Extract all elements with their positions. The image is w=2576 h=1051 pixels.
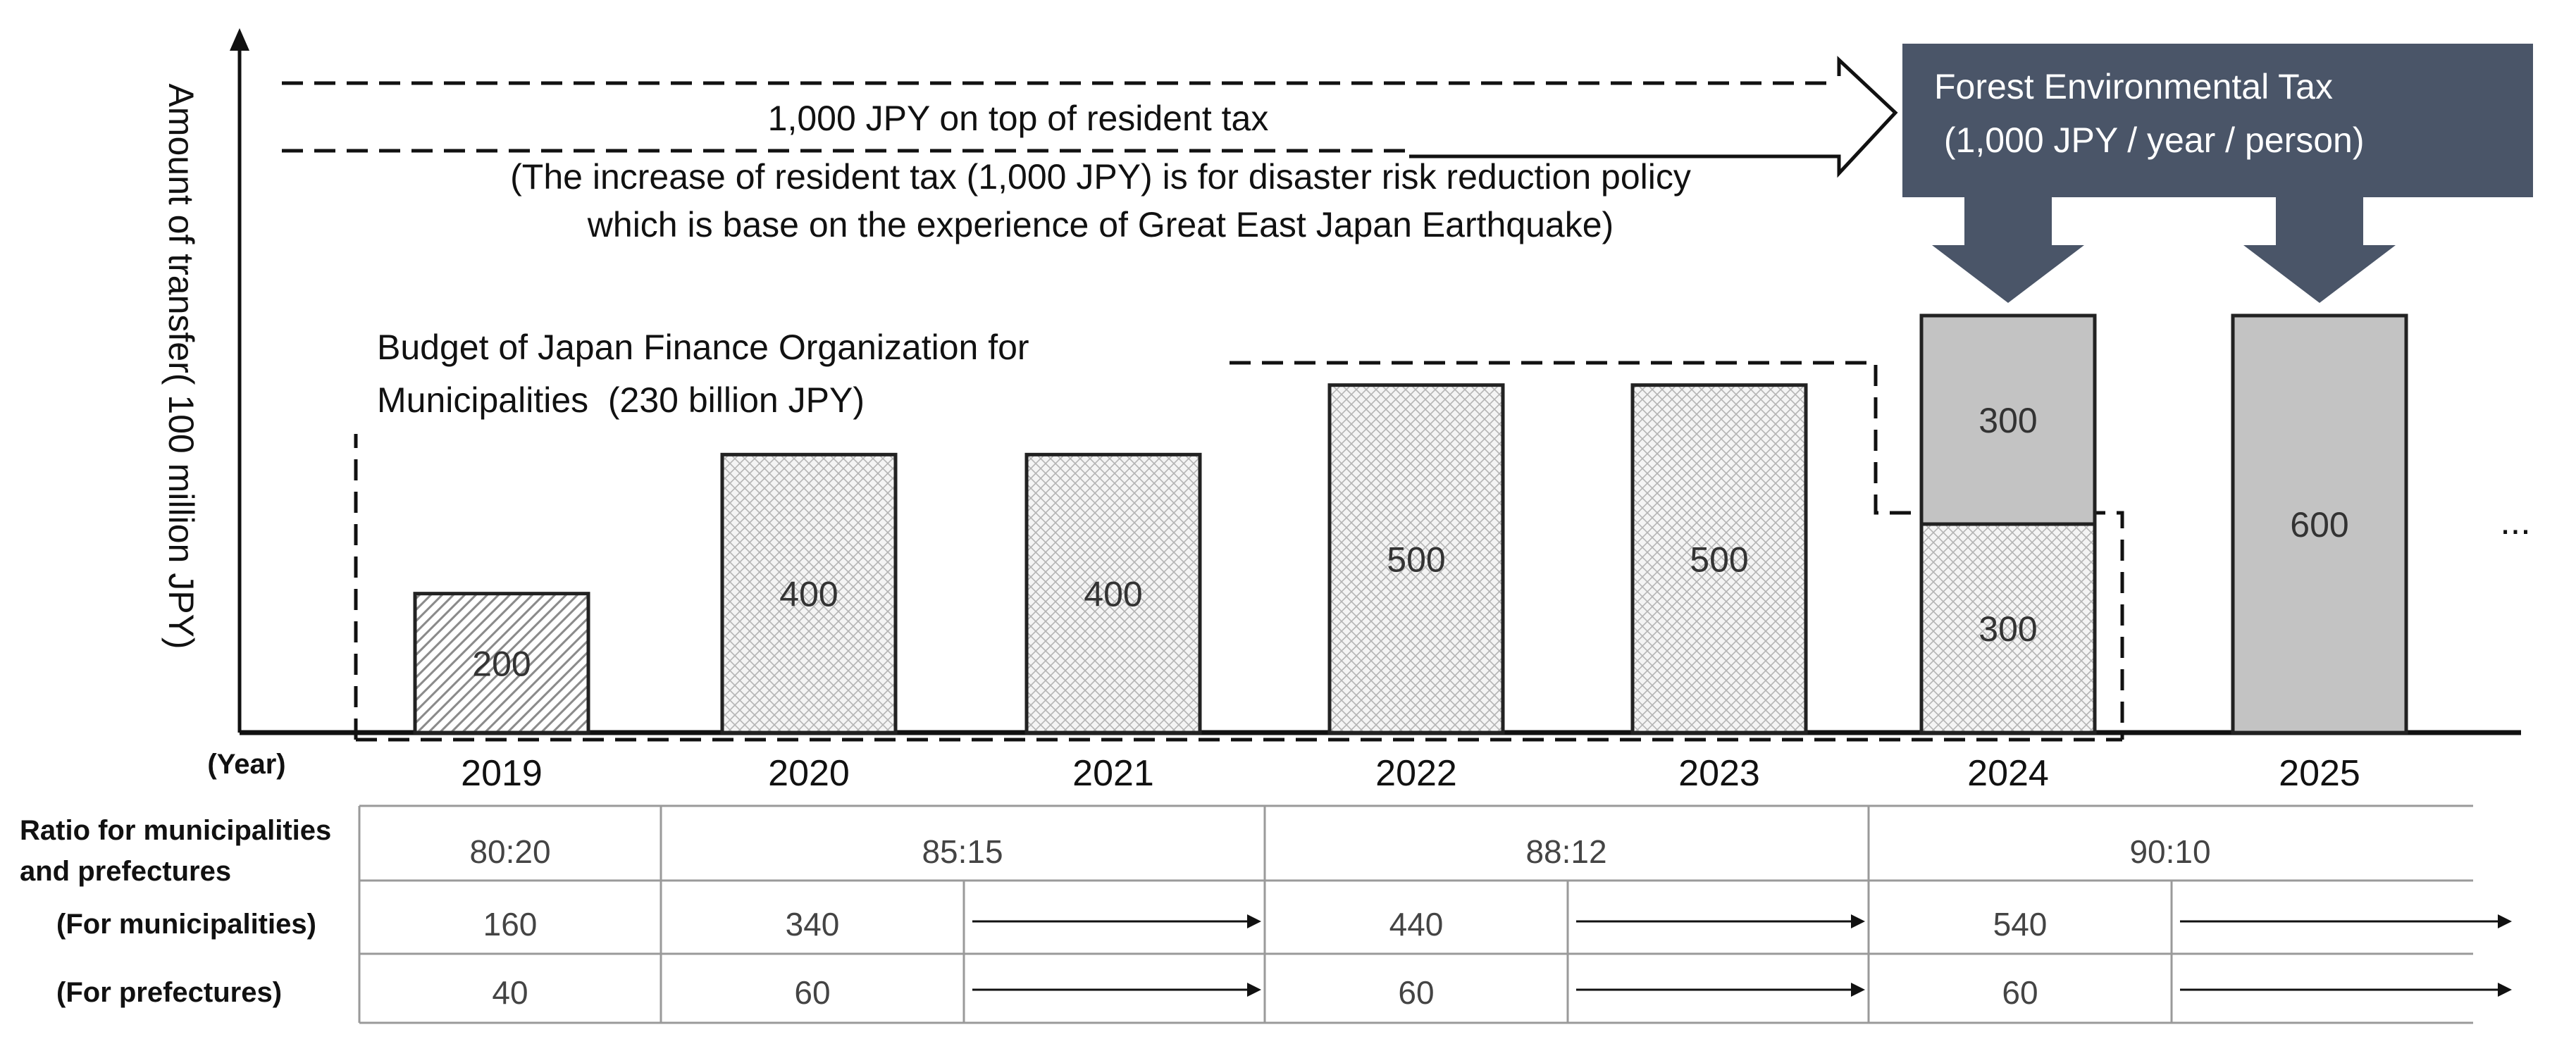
y-axis-label: Amount of transfer( 100 million JPY) [161,83,201,649]
municipality-cell: 440 [1389,906,1444,943]
forest-tax-line1: Forest Environmental Tax [1934,67,2333,106]
bar-value-label: 500 [1387,540,1445,579]
bar-2022-budget [1327,383,1505,735]
bar-value-label: 300 [1979,609,2037,649]
bar-value-label: 600 [2290,505,2348,545]
row-label-ratio-2: and prefectures [20,856,231,887]
ratio-cell: 88:12 [1525,833,1606,870]
prefecture-cell: 60 [1398,974,1434,1011]
bar-2020-budget [720,452,898,735]
municipality-cell: 540 [1993,906,2048,943]
down-arrow-2025 [2243,197,2396,303]
budget-label-line2: Municipalities (230 billion JPY) [377,380,865,420]
row-label-prefectures: (For prefectures) [56,977,282,1008]
budget-dashed-outline [354,361,2124,740]
bar-2023-budget [1630,383,1808,735]
bar-2019-budget [413,592,590,735]
x-tick-label: 2025 [2279,753,2360,794]
prefecture-cell: 40 [492,974,528,1011]
bar-2025-forest-tax [2231,313,2408,735]
municipality-cell: 340 [786,906,840,943]
continuation-ellipsis: ... [2500,502,2530,542]
prefecture-cell: 60 [2002,974,2038,1011]
resident-tax-hollow-arrow [1409,56,1898,178]
x-axis-label: (Year) [207,749,285,780]
ratio-table: Ratio for municipalities and prefectures… [20,804,2512,1024]
x-tick-label: 2022 [1375,753,1457,794]
forest-tax-line2: (1,000 JPY / year / person) [1934,120,2365,160]
bar-value-label: 500 [1690,540,1748,579]
continuation-arrowheads [1247,914,2512,997]
ratio-cell: 80:20 [469,833,550,870]
municipality-cell: 160 [483,906,538,943]
row-label-ratio-1: Ratio for municipalities [20,815,331,846]
x-tick-label: 2021 [1072,753,1154,794]
arrow-text-line2: (The increase of resident tax (1,000 JPY… [510,157,1691,197]
arrow-text-line1: 1,000 JPY on top of resident tax [768,99,1269,138]
x-tick-label: 2023 [1678,753,1760,794]
prefecture-cell: 60 [794,974,830,1011]
bar-value-label: 400 [1084,575,1142,614]
down-arrow-2024 [1932,197,2084,303]
row-label-municipalities: (For municipalities) [56,909,316,940]
bar-2021-budget [1024,452,1202,735]
x-tick-label: 2020 [768,753,850,794]
ratio-cell: 90:10 [2129,833,2210,870]
continuation-arrows [972,920,2501,991]
x-tick-label: 2019 [461,753,543,794]
arrow-text-line3: which is base on the experience of Great… [587,205,1614,244]
bar-2024-budget [1919,522,2097,735]
bar-value-label: 300 [1979,401,2037,440]
y-axis-arrowhead [230,28,249,51]
forest-tax-box [1902,44,2533,197]
budget-label-line1: Budget of Japan Finance Organization for [377,328,1029,367]
bar-value-label: 200 [472,644,531,683]
ratio-cell: 85:15 [922,833,1003,870]
bar-value-label: 400 [779,575,838,614]
bar-2024-forest-tax [1919,313,2097,526]
x-tick-label: 2024 [1967,753,2049,794]
